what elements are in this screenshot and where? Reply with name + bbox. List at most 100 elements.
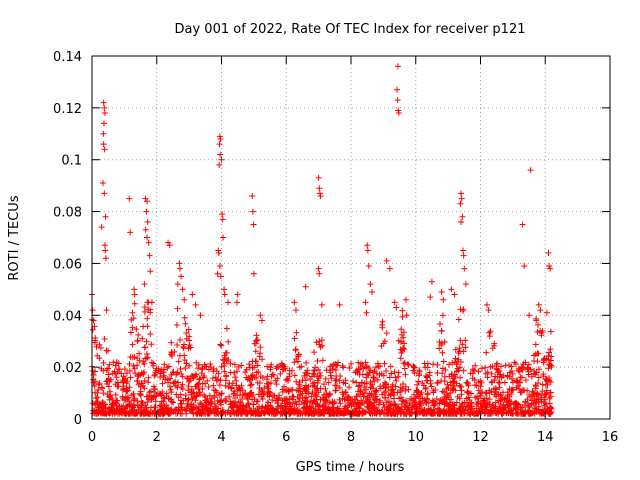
data-point	[421, 360, 428, 367]
data-point	[257, 373, 264, 380]
data-point	[511, 359, 518, 366]
data-point	[547, 328, 554, 335]
data-point	[276, 392, 283, 399]
data-point	[235, 384, 242, 391]
data-point	[146, 389, 153, 396]
data-point	[537, 307, 544, 314]
data-point	[218, 342, 225, 349]
data-point	[366, 390, 373, 397]
data-point	[180, 343, 187, 350]
data-point	[429, 410, 436, 417]
data-point	[281, 383, 288, 390]
data-point	[419, 380, 426, 387]
data-point	[170, 379, 177, 386]
data-point	[501, 404, 508, 411]
data-point	[492, 373, 499, 380]
data-point	[303, 394, 310, 401]
data-point	[535, 321, 542, 328]
data-point	[387, 363, 394, 370]
data-point	[268, 361, 275, 368]
data-point	[281, 400, 288, 407]
data-point	[96, 355, 103, 362]
data-point	[400, 398, 407, 405]
data-point	[545, 250, 552, 257]
data-point	[268, 373, 275, 380]
data-point	[436, 345, 443, 352]
data-point	[439, 398, 446, 405]
data-point	[160, 410, 167, 417]
data-point	[323, 390, 330, 397]
data-point	[183, 407, 190, 414]
data-point	[448, 286, 455, 293]
data-point	[189, 409, 196, 416]
data-point	[143, 350, 150, 357]
data-point	[101, 146, 108, 153]
data-point	[412, 401, 419, 408]
data-point	[346, 384, 353, 391]
data-point	[459, 400, 466, 407]
data-point	[89, 367, 96, 374]
data-point	[279, 362, 286, 369]
data-point	[143, 406, 150, 413]
data-point	[296, 395, 303, 402]
data-point	[546, 361, 553, 368]
data-point	[134, 398, 141, 405]
data-point	[403, 296, 410, 303]
data-point	[367, 410, 374, 417]
data-point	[212, 403, 219, 410]
data-point	[180, 397, 187, 404]
data-point	[472, 362, 479, 369]
data-point	[93, 343, 100, 350]
data-point	[496, 380, 503, 387]
data-point	[497, 371, 504, 378]
data-point	[438, 377, 445, 384]
data-point	[217, 398, 224, 405]
data-point	[196, 376, 203, 383]
data-point	[302, 409, 309, 416]
data-point	[181, 314, 188, 321]
data-point	[365, 372, 372, 379]
data-point	[493, 366, 500, 373]
data-point	[361, 384, 368, 391]
data-point	[315, 389, 322, 396]
data-point	[138, 380, 145, 387]
data-point	[161, 361, 168, 368]
data-point	[332, 387, 339, 394]
data-point	[291, 299, 298, 306]
data-point	[102, 404, 109, 411]
data-point	[188, 391, 195, 398]
data-point	[232, 395, 239, 402]
data-point	[291, 335, 298, 342]
data-point	[357, 388, 364, 395]
data-point	[235, 398, 242, 405]
data-point	[192, 301, 199, 308]
data-point	[502, 362, 509, 369]
data-point	[207, 361, 214, 368]
data-point	[235, 363, 242, 370]
data-point	[493, 410, 500, 417]
y-tick-label: 0.08	[53, 206, 82, 221]
data-point	[322, 375, 329, 382]
data-point	[330, 361, 337, 368]
data-point	[219, 211, 226, 218]
data-point	[428, 383, 435, 390]
data-point	[410, 364, 417, 371]
data-point	[479, 389, 486, 396]
data-point	[234, 291, 241, 298]
data-point	[364, 395, 371, 402]
data-point	[414, 381, 421, 388]
x-axis-label: GPS time / hours	[296, 460, 405, 475]
data-point	[346, 410, 353, 417]
data-point	[286, 387, 293, 394]
data-point	[439, 349, 446, 356]
data-point	[426, 372, 433, 379]
data-point	[140, 370, 147, 377]
data-point	[131, 300, 138, 307]
data-point	[284, 375, 291, 382]
data-point	[212, 410, 219, 417]
data-point	[504, 391, 511, 398]
data-point	[209, 375, 216, 382]
data-point	[317, 404, 324, 411]
data-point	[477, 383, 484, 390]
data-point	[491, 342, 498, 349]
